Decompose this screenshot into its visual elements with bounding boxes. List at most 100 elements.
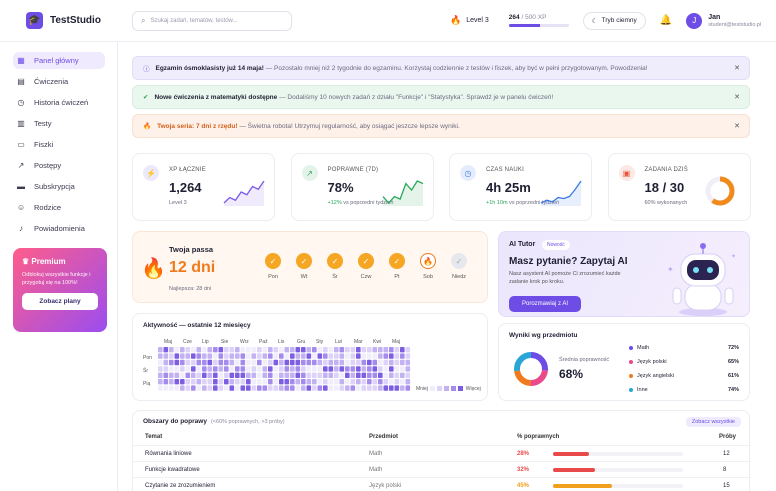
heat-cell	[229, 366, 235, 372]
close-icon[interactable]: ✕	[734, 94, 740, 101]
heat-month-label: Gru	[297, 339, 306, 345]
streak-card: 🔥 Twoja passa 12 dni Najlepsza: 28 dni ✓…	[132, 231, 488, 303]
heat-cell	[163, 353, 169, 359]
users-icon: ☺	[17, 203, 26, 212]
heat-cell	[295, 366, 301, 372]
heat-cell	[339, 372, 345, 378]
heat-cell	[174, 359, 180, 366]
heat-month-label: Sie	[221, 339, 229, 345]
heat-cell	[317, 366, 323, 372]
heat-cell	[350, 379, 356, 385]
streak-day-label: Niedz	[451, 274, 467, 280]
table-row[interactable]: Funkcje kwadratowe Math 32% 8	[133, 461, 751, 477]
sidebar-item-0[interactable]: ▦ Panel główny	[13, 52, 105, 69]
see-all-button[interactable]: Zobacz wszystkie	[685, 417, 741, 427]
table-row[interactable]: Czytanie ze zrozumieniem Język polski 45% 1…	[133, 477, 751, 491]
heat-cell	[240, 372, 246, 378]
see-plans-button[interactable]: Zobacz plany	[22, 293, 98, 310]
heat-cell	[251, 347, 257, 353]
heat-cell	[301, 379, 306, 385]
heat-cell	[345, 347, 350, 353]
subject-row: Język angielski 61%	[629, 373, 739, 379]
sidebar-item-8[interactable]: ♪ Powiadomienia	[13, 220, 105, 237]
sidebar-item-label: Postępy	[34, 161, 62, 170]
sidebar-item-4[interactable]: ▭ Fiszki	[13, 136, 105, 153]
subject-cell: Język polski	[369, 483, 402, 489]
heat-cell	[312, 385, 317, 391]
heat-cell	[218, 379, 224, 385]
empty-check-icon: ✓	[451, 253, 467, 269]
heat-month-label: Maj	[392, 339, 401, 345]
sidebar-item-1[interactable]: ▤ Ćwiczenia	[13, 73, 105, 90]
heat-cell	[191, 359, 196, 366]
heat-cell	[312, 353, 317, 359]
clipboard-icon: ▥	[17, 119, 25, 128]
stat-label: ZADANIA DZIŚ	[644, 167, 688, 173]
legend-cell	[458, 386, 464, 392]
table-row[interactable]: Równania liniowe Math 28% 12	[133, 445, 751, 461]
user-name: Jan	[708, 13, 721, 21]
close-icon[interactable]: ✕	[734, 65, 740, 72]
heat-cell	[185, 385, 191, 391]
sidebar-item-5[interactable]: ↗ Postępy	[13, 157, 105, 174]
notifications-bell-icon[interactable]: 🔔	[659, 15, 673, 26]
heat-cell	[235, 372, 240, 378]
heat-cell	[383, 353, 389, 359]
heat-cell	[279, 366, 284, 372]
heat-cell	[334, 353, 339, 359]
heat-cell	[229, 372, 235, 378]
heat-cell	[323, 359, 328, 366]
heat-cell	[317, 353, 323, 359]
sidebar-item-7[interactable]: ☺ Rodzice	[13, 199, 105, 216]
sidebar-item-2[interactable]: ◷ Historia ćwiczeń	[13, 94, 105, 111]
heat-cell	[224, 385, 229, 391]
new-badge: Nowość	[542, 240, 570, 250]
sparkline	[540, 180, 582, 206]
heat-month-label: Sty	[316, 339, 324, 345]
heat-cell	[394, 372, 400, 378]
heat-cell	[174, 366, 180, 372]
stat-sub-text: vs poprzedni tydzień	[341, 200, 394, 206]
heat-cell	[350, 347, 356, 353]
subject-row: Math 72%	[629, 345, 739, 351]
heat-cell	[235, 379, 240, 385]
dark-mode-toggle[interactable]: ☾ Tryb ciemny	[582, 11, 646, 30]
sidebar-item-3[interactable]: ▥ Testy	[13, 115, 105, 132]
search-input[interactable]: ⌕ Szukaj zadań, tematów, testów...	[132, 10, 292, 31]
streak-day-label: Śr	[332, 274, 338, 280]
trend-icon: ↗	[17, 161, 25, 170]
sparkline	[223, 180, 265, 206]
logo[interactable]: 🎓 TestStudio	[0, 12, 118, 29]
sidebar-item-6[interactable]: ▬ Subskrypcja	[13, 178, 105, 195]
chat-ai-button[interactable]: Porozmawiaj z AI	[509, 296, 581, 312]
tries-cell: 12	[723, 451, 730, 457]
sparkline	[382, 180, 423, 206]
heat-cell	[158, 385, 163, 391]
heat-month-label: Cze	[183, 339, 192, 345]
heat-cell	[229, 347, 235, 353]
stat-sub: 60% wykonanych	[645, 200, 688, 206]
heat-cell	[273, 347, 279, 353]
xp-max: / 500 XP	[521, 14, 547, 21]
heat-cell	[185, 347, 191, 353]
improvement-areas-card: Obszary do poprawy (<60% poprawnych, >3 p…	[132, 410, 751, 491]
heat-cell	[389, 353, 394, 359]
close-icon[interactable]: ✕	[734, 123, 740, 130]
heat-cell	[224, 372, 229, 378]
heat-cell	[367, 359, 372, 366]
heat-cell	[235, 366, 240, 372]
heat-cell	[372, 379, 378, 385]
tutor-desc: Nasz asystent AI pomoże Ci zrozumieć każ…	[509, 271, 621, 285]
heat-cell	[306, 379, 312, 385]
heat-cell	[218, 366, 224, 372]
percent-bar	[553, 484, 683, 488]
heat-cell	[180, 353, 185, 359]
user-menu[interactable]: J Jan student@teststudio.pl	[686, 12, 761, 29]
heat-cell	[378, 385, 383, 391]
heat-cell	[279, 347, 284, 353]
heat-cell	[169, 347, 174, 353]
heat-cell	[180, 347, 185, 353]
heat-cell	[213, 379, 218, 385]
stat-sub-text: 60% wykonanych	[644, 200, 688, 206]
heat-cell	[224, 359, 229, 366]
